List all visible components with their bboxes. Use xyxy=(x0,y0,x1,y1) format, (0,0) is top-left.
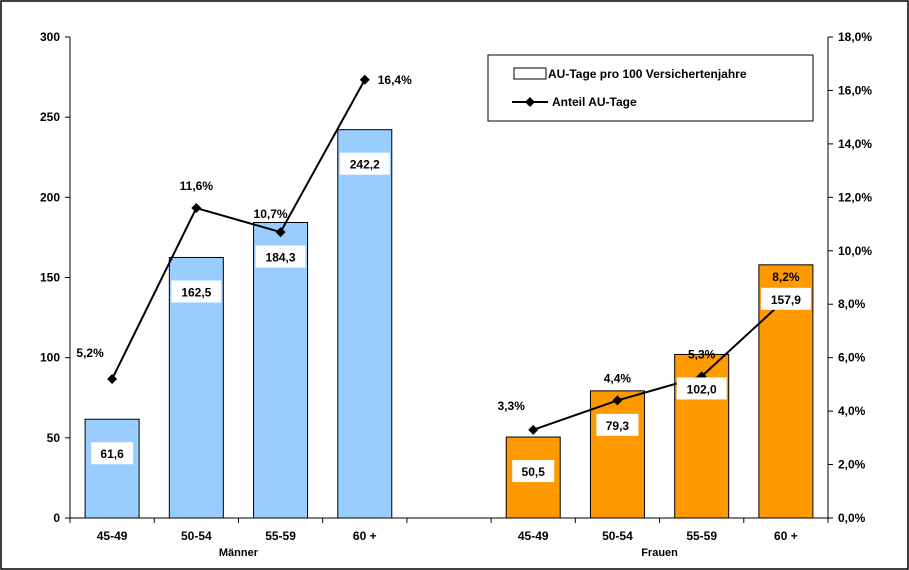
legend-swatch-marker xyxy=(525,97,535,107)
bar xyxy=(253,222,309,519)
x-tick-label: 45-49 xyxy=(97,529,128,543)
line-value-label: 3,3% xyxy=(498,399,526,413)
bar-value-label: 184,3 xyxy=(266,251,296,265)
line-point xyxy=(107,374,118,385)
bar-value-label: 61,6 xyxy=(100,447,124,461)
line-point xyxy=(528,424,539,435)
bar xyxy=(589,390,645,519)
x-tick-label: 45-49 xyxy=(518,529,549,543)
x-tick-label: 55-59 xyxy=(686,529,717,543)
y-left-tick-label: 0 xyxy=(53,511,60,525)
line-value-label: 5,3% xyxy=(688,347,716,361)
line-point xyxy=(612,395,623,406)
line-value-label: 11,6% xyxy=(180,179,214,193)
bar-label-box xyxy=(512,460,555,483)
x-group-label: Männer xyxy=(219,547,259,559)
y-right-tick-label: 10,0% xyxy=(838,244,872,258)
bar-value-label: 79,3 xyxy=(606,419,630,433)
x-tick-label: 50-54 xyxy=(602,529,633,543)
y-right-tick-label: 4,0% xyxy=(838,404,866,418)
line-point xyxy=(191,203,202,214)
bar-value-label: 102,0 xyxy=(687,382,717,396)
y-left-tick-label: 100 xyxy=(40,351,60,365)
bar-label-box xyxy=(255,245,306,268)
y-right-tick-label: 18,0% xyxy=(838,30,872,44)
line-value-label: 5,2% xyxy=(76,346,104,360)
x-group-label: Frauen xyxy=(641,547,678,559)
y-right-tick-label: 14,0% xyxy=(838,137,872,151)
line-point xyxy=(275,227,286,238)
x-tick-label: 60 + xyxy=(353,529,377,543)
legend-label-bars: AU-Tage pro 100 Versichertenjahre xyxy=(548,67,747,81)
line-value-label: 16,4% xyxy=(378,73,412,87)
bar-label-box xyxy=(760,287,811,310)
y-left-tick-label: 300 xyxy=(40,30,60,44)
legend: AU-Tage pro 100 Versichertenjahre Anteil … xyxy=(487,54,814,122)
x-tick-label: 50-54 xyxy=(181,529,212,543)
bar-label-box xyxy=(596,413,639,436)
bar-label-box xyxy=(676,377,727,400)
bar-value-label: 242,2 xyxy=(350,158,380,172)
data-labels-layer: 61,6 162,5 184,3 242,2 50,5 79,3 102,0 157,9 5,2… xyxy=(76,73,811,483)
bar-label-box xyxy=(171,280,222,303)
bar-label-box xyxy=(339,152,390,175)
y-right-tick-label: 0,0% xyxy=(838,511,866,525)
bar-value-label: 50,5 xyxy=(522,465,546,479)
line-series xyxy=(532,298,787,431)
line-layer xyxy=(107,74,791,435)
x-tick-label: 55-59 xyxy=(265,529,296,543)
legend-swatch-bar xyxy=(513,67,547,80)
bar xyxy=(84,418,140,519)
y-left-tick-label: 250 xyxy=(40,110,60,124)
line-value-label: 8,2% xyxy=(772,270,800,284)
legend-box xyxy=(487,54,814,122)
y-right-tick-label: 16,0% xyxy=(838,83,872,97)
x-tick-label: 60 + xyxy=(774,529,798,543)
y-left-tick-label: 150 xyxy=(40,271,60,285)
y-right-tick-label: 12,0% xyxy=(838,190,872,204)
bar-value-label: 157,9 xyxy=(771,293,801,307)
y-left-tick-label: 200 xyxy=(40,190,60,204)
line-value-label: 4,4% xyxy=(604,371,632,385)
y-right-tick-label: 6,0% xyxy=(838,351,866,365)
y-right-tick-label: 8,0% xyxy=(838,297,866,311)
legend-label-line: Anteil AU-Tage xyxy=(552,95,637,109)
bar-label-box xyxy=(91,442,134,465)
y-left-tick-label: 50 xyxy=(47,431,61,445)
bar-value-label: 162,5 xyxy=(181,285,211,299)
line-series xyxy=(111,79,366,380)
bar xyxy=(337,129,393,519)
line-point xyxy=(359,74,370,85)
line-value-label: 10,7% xyxy=(254,207,288,221)
axes: 0 50 100 150 200 250 300 0,0% 2,0% 4,0% 6,0% 8,0% 10… xyxy=(40,30,872,559)
y-right-tick-label: 2,0% xyxy=(838,458,866,472)
